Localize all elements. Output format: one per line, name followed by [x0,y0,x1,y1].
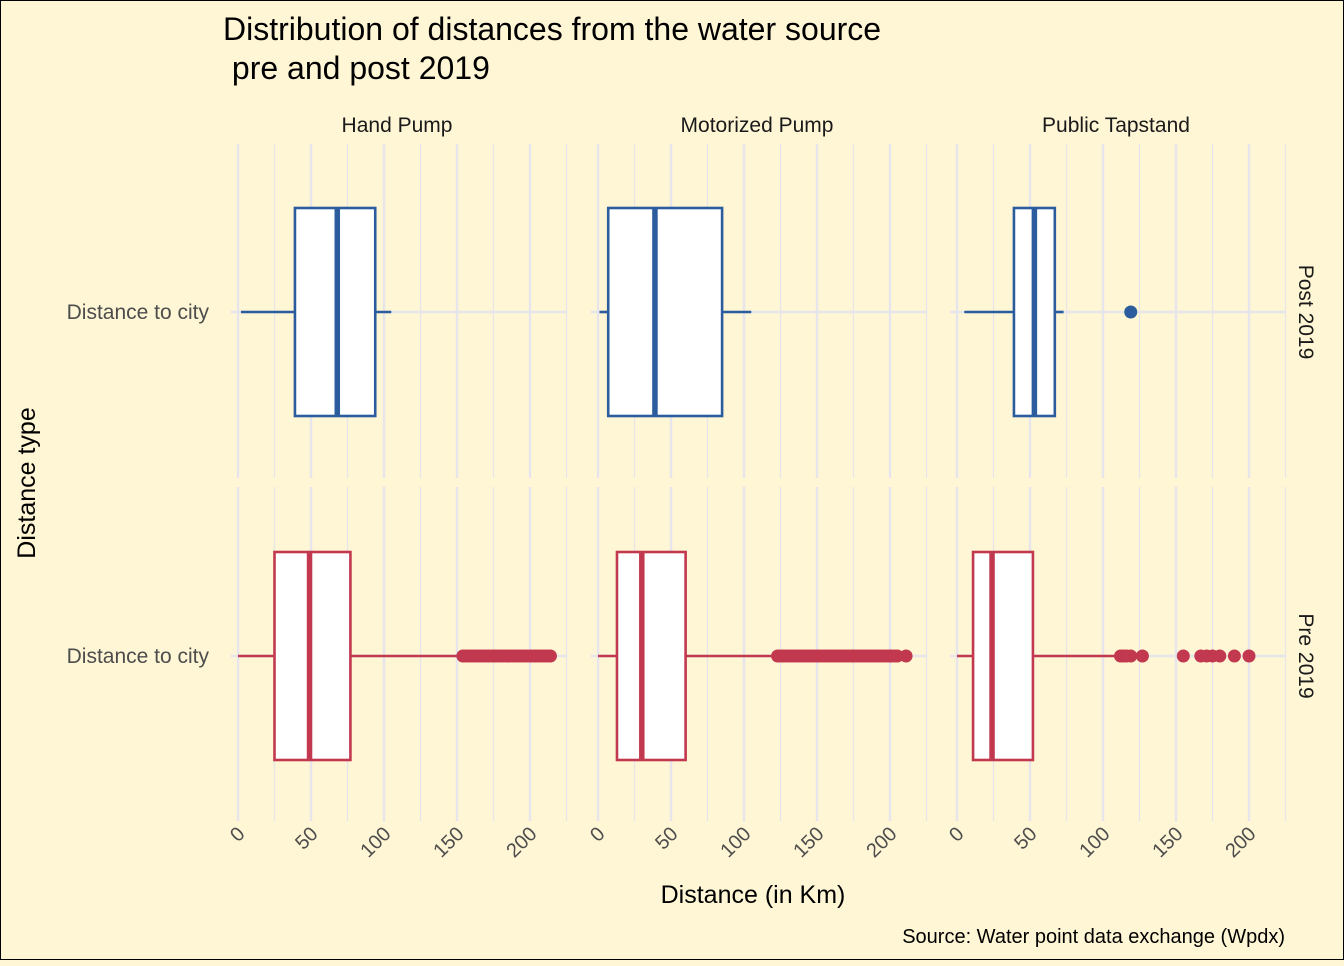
boxplot-motorized-pump-pre-2019 [598,550,913,762]
strip-label-pre-2019: Pre 2019 [1294,613,1317,698]
y-tick-label: Distance to city [67,645,210,668]
chart-title-line-2: pre and post 2019 [223,50,490,86]
strip-label-motorized-pump: Motorized Pump [681,114,834,137]
boxplot-public-tapstand-pre-2019 [957,550,1256,762]
outlier-point [1227,649,1241,663]
outlier-point [543,649,557,663]
x-tick-label: 50 [1010,823,1041,854]
iqr-box [606,206,724,418]
x-tick-label: 200 [502,823,541,862]
x-tick-label: 150 [1148,823,1187,862]
x-axis-label: Distance (in Km) [661,881,846,909]
x-tick-label: 150 [789,823,828,862]
outlier-point [1176,649,1190,663]
iqr-box [615,550,687,762]
facet-panels: Hand Pump Motorized Pump Public Tapstand Po… [67,114,1317,862]
x-tick-label: 50 [291,823,322,854]
outlier-point [1124,649,1138,663]
iqr-box [971,550,1035,762]
x-tick-label: 200 [862,823,901,862]
x-tick-label: 50 [651,823,682,854]
outlier-point [1135,649,1149,663]
chart-title-line-1: Distribution of distances from the water… [223,11,881,47]
boxplot-hand-pump-post-2019 [240,206,392,418]
outlier-point [899,649,913,663]
x-tick-label: 100 [1075,823,1114,862]
x-tick-label: 150 [429,823,468,862]
boxplot-motorized-pump-post-2019 [599,206,752,418]
iqr-box [273,550,352,762]
strip-label-public-tapstand: Public Tapstand [1042,114,1190,137]
x-tick-label: 100 [716,823,755,862]
panel-public-tapstand-pre-2019 [950,487,1287,821]
strip-label-hand-pump: Hand Pump [342,114,453,137]
outlier-point [1124,305,1138,319]
source-caption: Source: Water point data exchange (Wpdx) [902,926,1285,948]
x-tick-label: 200 [1221,823,1260,862]
boxplot-public-tapstand-post-2019 [964,206,1138,418]
x-tick-label: 100 [356,823,395,862]
x-tick-label: 0 [226,823,249,846]
outlier-point [1213,649,1227,663]
strip-label-post-2019: Post 2019 [1294,265,1317,360]
y-axis-label: Distance type [13,407,41,558]
x-tick-label: 0 [586,823,609,846]
y-tick-label: Distance to city [67,301,210,324]
x-tick-label: 0 [945,823,968,846]
outlier-point [1242,649,1256,663]
boxplot-hand-pump-pre-2019 [238,550,557,762]
